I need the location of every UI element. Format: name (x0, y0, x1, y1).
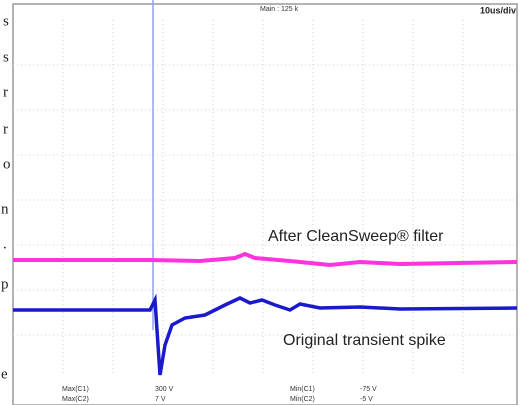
edge-letter: o (3, 156, 11, 172)
edge-letter: r (3, 121, 8, 137)
original-label: Original transient spike (283, 332, 446, 349)
edge-letter: . (3, 236, 7, 252)
filtered-label: After CleanSweep® filter (268, 228, 444, 245)
edge-letter: p (1, 276, 9, 292)
edge-letter: n (1, 201, 9, 217)
measure-value: -75 V (360, 386, 377, 393)
measure-value: -5 V (360, 396, 373, 403)
scope-screenshot: Main : 125 k 10us/div After CleanSweep® … (0, 0, 521, 405)
measure-label: Min(C2) (290, 396, 315, 403)
measure-value: 300 V (155, 386, 174, 393)
timebase: 10us/div (480, 5, 516, 15)
measure-value: 7 V (155, 396, 166, 403)
edge-letter: r (3, 84, 8, 100)
measure-label: Min(C1) (290, 386, 315, 393)
edge-letter: s (3, 49, 9, 65)
measure-label: Max(C2) (62, 396, 89, 403)
edge-letter: e (1, 366, 8, 382)
edge-letter: s (3, 13, 9, 29)
measure-label: Max(C1) (62, 386, 89, 393)
timebase-info: Main : 125 k (260, 6, 299, 13)
